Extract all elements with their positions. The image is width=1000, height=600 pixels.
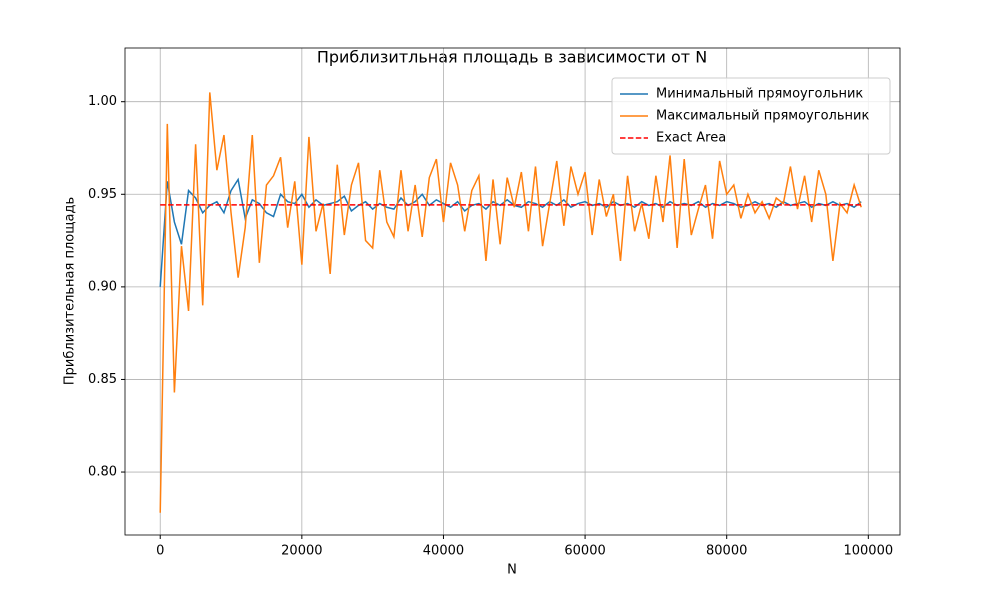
x-tick-label: 60000 (564, 544, 605, 559)
legend-label: Exact Area (656, 131, 726, 146)
line (159, 92, 862, 513)
y-tick-label: 1.00 (88, 94, 117, 109)
y-tick-label: 0.90 (88, 279, 117, 294)
legend-label: Минимальный прямоугольник (656, 87, 863, 102)
x-tick-label: 0 (156, 544, 164, 559)
x-tick-label: 40000 (423, 544, 464, 559)
y-axis-label: Приблизительная площадь (63, 197, 78, 385)
y-tick-label: 0.95 (88, 187, 117, 202)
x-axis-label: N (507, 563, 517, 578)
x-tick-label: 100000 (843, 544, 893, 559)
y-tick-label: 0.85 (88, 372, 117, 387)
y-tick-label: 0.80 (88, 465, 117, 480)
chart-title: Приблизитльная площадь в зависимости от … (317, 48, 707, 67)
x-tick-label: 80000 (706, 544, 747, 559)
legend-label: Максимальный прямоугольник (656, 109, 869, 124)
legend-box (611, 77, 891, 155)
x-tick-label: 20000 (281, 544, 322, 559)
plot-frame (124, 47, 901, 536)
